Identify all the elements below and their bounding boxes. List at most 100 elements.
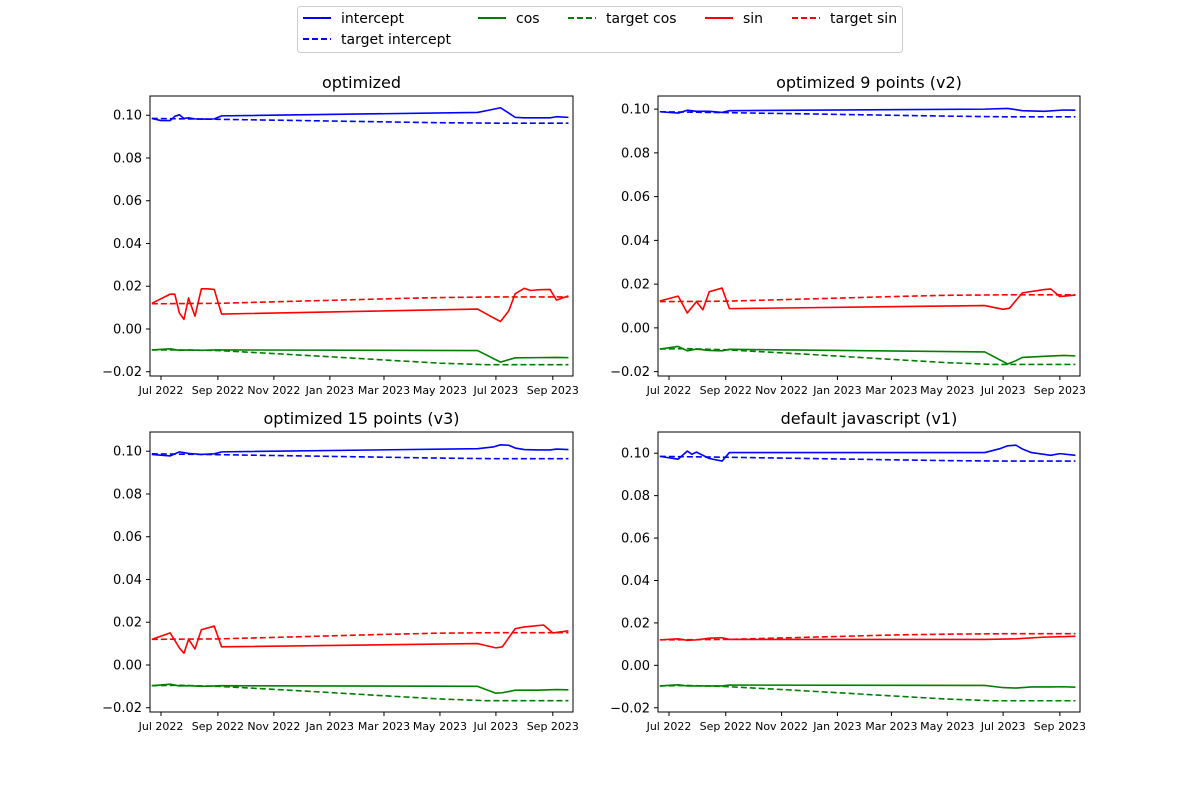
subplot: −0.02 0.00 0.02 0.04 0.06 0.08 0.10 Jul 2022 Sep… [102, 409, 579, 733]
subplot: −0.02 0.00 0.02 0.04 0.06 0.08 0.10 Jul 2022 Sep… [610, 409, 1086, 733]
legend-entry: sin [705, 11, 763, 27]
series-line [659, 635, 1076, 642]
xtick-label: Nov 2022 [247, 720, 300, 733]
series-line [151, 117, 569, 124]
xtick-label: Nov 2022 [755, 720, 808, 733]
series-line [151, 287, 569, 323]
series-line [659, 107, 1076, 114]
xtick-label: Jul 2022 [646, 384, 692, 397]
subplot-title: optimized 15 points (v3) [264, 409, 460, 428]
ytick-label: 0.10 [113, 109, 142, 124]
xtick-label: Jul 2023 [980, 720, 1026, 733]
series-group [659, 107, 1076, 366]
xtick-label: Sep 2022 [192, 384, 244, 397]
xtick-label: Jul 2023 [473, 720, 519, 733]
ytick-label: 0.10 [621, 447, 650, 462]
xtick-label: Sep 2023 [1034, 720, 1086, 733]
ytick-label: 0.00 [621, 321, 650, 336]
ytick-label: −0.02 [610, 701, 650, 716]
ytick-label: 0.02 [621, 616, 650, 631]
series-line [659, 347, 1076, 366]
ytick-label: 0.04 [113, 237, 142, 252]
series-line [659, 287, 1076, 314]
ytick-label: 0.08 [113, 151, 142, 166]
xtick-label: Mar 2023 [865, 384, 917, 397]
ytick-label: 0.04 [621, 234, 650, 249]
xtick-label: Nov 2022 [755, 384, 808, 397]
ytick-label: 0.06 [621, 532, 650, 547]
xtick-label: Mar 2023 [358, 384, 410, 397]
legend-label: target intercept [341, 32, 452, 48]
legend-label: cos [516, 11, 540, 27]
xtick-label: Sep 2023 [527, 384, 579, 397]
axes-frame [149, 95, 574, 377]
series-group [151, 444, 569, 702]
subplot: −0.02 0.00 0.02 0.04 0.06 0.08 0.10 Jul 2022 Sep… [610, 73, 1086, 397]
subplots: −0.02 0.00 0.02 0.04 0.06 0.08 0.10 Jul 2022 Sep… [102, 73, 1086, 733]
ytick-label: 0.00 [621, 659, 650, 674]
xtick-label: May 2023 [413, 720, 467, 733]
series-group [659, 444, 1076, 702]
ytick-label: 0.06 [621, 190, 650, 205]
series-line [659, 684, 1076, 702]
ytick-label: 0.06 [113, 194, 142, 209]
xtick-label: Sep 2023 [527, 720, 579, 733]
xtick-label: May 2023 [413, 384, 467, 397]
ytick-label: 0.02 [113, 616, 142, 631]
subplot-title: optimized [322, 73, 401, 92]
series-line [151, 106, 569, 122]
ytick-label: 0.10 [621, 103, 650, 118]
legend-frame [297, 6, 903, 53]
xtick-label: Jul 2023 [473, 384, 519, 397]
legend-entry: target cos [568, 11, 677, 27]
ytick-label: 0.02 [621, 278, 650, 293]
legend: intercept target intercept cos target cos si… [297, 6, 903, 53]
ytick-label: 0.00 [113, 658, 142, 673]
ytick-label: −0.02 [102, 701, 142, 716]
legend-label: intercept [341, 11, 405, 27]
xtick-label: Nov 2022 [247, 384, 300, 397]
axes-frame [657, 95, 1081, 377]
xtick-label: Mar 2023 [358, 720, 410, 733]
series-line [659, 444, 1076, 462]
series-line [151, 624, 569, 655]
axes-frame [657, 431, 1081, 713]
xtick-label: May 2023 [920, 384, 974, 397]
xtick-label: Jul 2022 [138, 384, 184, 397]
subplot-title: default javascript (v1) [781, 409, 958, 428]
series-line [151, 444, 569, 457]
legend-label: target cos [606, 11, 677, 27]
xtick-label: Sep 2023 [1034, 384, 1086, 397]
ytick-label: 0.06 [113, 530, 142, 545]
ytick-label: 0.04 [113, 573, 142, 588]
xtick-label: Sep 2022 [700, 720, 752, 733]
series-group [151, 106, 569, 366]
ytick-label: 0.08 [621, 146, 650, 161]
series-line [659, 345, 1076, 365]
series-line [659, 455, 1076, 462]
ytick-label: 0.10 [113, 445, 142, 460]
series-line [151, 349, 569, 366]
xtick-label: Jul 2022 [138, 720, 184, 733]
series-line [659, 294, 1076, 303]
ytick-label: −0.02 [610, 365, 650, 380]
subplot-title: optimized 9 points (v2) [776, 73, 962, 92]
ytick-label: −0.02 [102, 365, 142, 380]
legend-entry: intercept [303, 11, 405, 27]
series-line [659, 684, 1076, 689]
xtick-label: May 2023 [920, 720, 974, 733]
xtick-label: Jul 2022 [646, 720, 692, 733]
legend-entry: target intercept [303, 32, 452, 48]
xtick-label: Jan 2023 [812, 384, 861, 397]
legend-label: sin [743, 11, 763, 27]
xtick-label: Mar 2023 [865, 720, 917, 733]
xtick-label: Jan 2023 [305, 384, 354, 397]
xtick-label: Jan 2023 [812, 720, 861, 733]
series-line [151, 684, 569, 702]
xtick-label: Sep 2022 [192, 720, 244, 733]
subplot: −0.02 0.00 0.02 0.04 0.06 0.08 0.10 Jul 2022 Sep… [102, 73, 579, 397]
ytick-label: 0.08 [113, 487, 142, 502]
xtick-label: Jul 2023 [980, 384, 1026, 397]
